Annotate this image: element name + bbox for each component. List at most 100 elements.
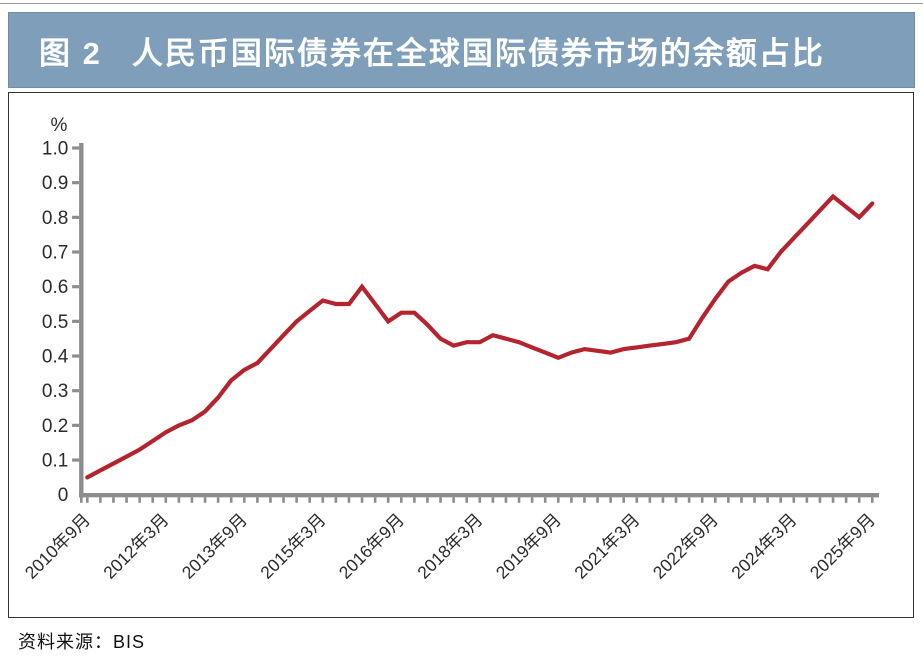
x-tick <box>151 497 155 503</box>
x-tick-label: 2015年3月 <box>256 509 329 582</box>
x-tick <box>399 497 403 503</box>
figure-title: 人民币国际债券在全球国际债券市场的余额占比 <box>131 35 825 71</box>
x-tick-label: 2024年3月 <box>727 509 800 582</box>
x-tick <box>80 497 83 503</box>
x-tick <box>530 497 534 503</box>
x-tick-label: 2018年3月 <box>413 509 486 582</box>
x-tick <box>190 497 194 503</box>
y-tick <box>72 389 80 393</box>
x-tick <box>360 497 364 503</box>
x-tick <box>609 497 612 503</box>
y-tick <box>72 215 80 219</box>
y-axis <box>79 143 84 498</box>
x-tick <box>635 497 639 503</box>
x-tick <box>727 497 730 503</box>
x-tick <box>491 497 495 503</box>
x-tick <box>478 497 482 503</box>
y-tick-label: 0.3 <box>42 381 68 402</box>
y-tick-label: 0 <box>58 485 69 506</box>
y-tick-label: 0.8 <box>42 208 68 229</box>
x-tick-label: 2013年9月 <box>178 509 251 582</box>
y-tick-label: 0.4 <box>42 347 69 368</box>
y-tick <box>72 319 80 323</box>
y-tick <box>72 250 80 254</box>
x-tick <box>792 497 796 503</box>
y-tick <box>72 458 80 462</box>
x-tick-label: 2025年9月 <box>806 509 879 582</box>
x-tick <box>517 497 521 503</box>
figure-number: 图 2 <box>39 35 102 71</box>
x-tick <box>256 497 259 503</box>
x-tick <box>740 497 743 503</box>
x-tick-label: 2022年9月 <box>649 509 722 582</box>
y-tick-label: 0.6 <box>42 277 68 298</box>
x-tick <box>203 497 207 503</box>
x-tick <box>818 497 822 503</box>
x-tick <box>870 497 874 503</box>
x-tick <box>753 497 756 503</box>
x-tick <box>229 497 233 503</box>
x-tick <box>347 497 351 503</box>
x-tick <box>452 497 455 503</box>
x-tick <box>465 497 469 503</box>
x-tick <box>583 497 586 503</box>
x-tick <box>138 497 141 503</box>
x-tick <box>543 497 547 503</box>
y-tick-label: 0.2 <box>42 416 68 437</box>
y-tick-label: 1.0 <box>42 139 68 160</box>
x-tick <box>125 497 128 503</box>
x-tick <box>766 497 769 503</box>
x-tick <box>844 497 848 503</box>
x-tick <box>242 497 246 503</box>
y-tick-label: 0.5 <box>42 312 68 333</box>
x-tick <box>308 497 312 503</box>
x-tick <box>426 497 429 503</box>
x-tick <box>282 497 285 503</box>
x-tick <box>216 497 220 503</box>
x-tick <box>831 497 835 503</box>
x-tick <box>164 497 168 503</box>
y-tick <box>72 285 80 289</box>
x-tick-label: 2021年3月 <box>570 509 643 582</box>
x-tick <box>857 497 861 503</box>
x-tick <box>596 497 599 503</box>
y-tick-label: 0.1 <box>42 451 68 472</box>
chart-container <box>8 92 914 618</box>
x-tick <box>99 497 102 503</box>
y-tick-label: 0.9 <box>42 173 68 194</box>
x-tick <box>334 497 338 503</box>
x-tick <box>779 497 782 503</box>
x-tick <box>112 497 115 503</box>
x-tick <box>373 497 377 503</box>
x-tick-label: 2010年9月 <box>21 509 94 582</box>
x-tick <box>295 497 298 503</box>
x-tick-label: 2012年3月 <box>99 509 172 582</box>
x-tick <box>687 497 691 503</box>
y-tick <box>72 354 80 358</box>
x-tick <box>556 497 560 503</box>
y-axis-unit: % <box>51 115 68 136</box>
x-tick-label: 2019年9月 <box>492 509 565 582</box>
figure-title-bar: 图 2 人民币国际债券在全球国际债券市场的余额占比 <box>8 12 915 88</box>
x-tick <box>648 497 652 503</box>
x-tick <box>386 497 390 503</box>
x-tick <box>661 497 665 503</box>
x-axis <box>79 493 880 498</box>
x-tick <box>674 497 678 503</box>
x-tick <box>269 497 272 503</box>
source-caption: 资料来源：BIS <box>18 632 146 652</box>
x-tick-label: 2016年9月 <box>335 509 408 582</box>
x-tick <box>177 497 181 503</box>
x-tick <box>700 497 704 503</box>
data-line <box>85 193 875 480</box>
x-tick <box>439 497 442 503</box>
x-tick <box>622 497 626 503</box>
x-tick <box>504 497 508 503</box>
y-tick <box>72 423 80 427</box>
x-tick <box>713 497 717 503</box>
y-tick <box>72 181 80 185</box>
y-tick <box>72 146 80 150</box>
top-divider <box>0 3 923 4</box>
